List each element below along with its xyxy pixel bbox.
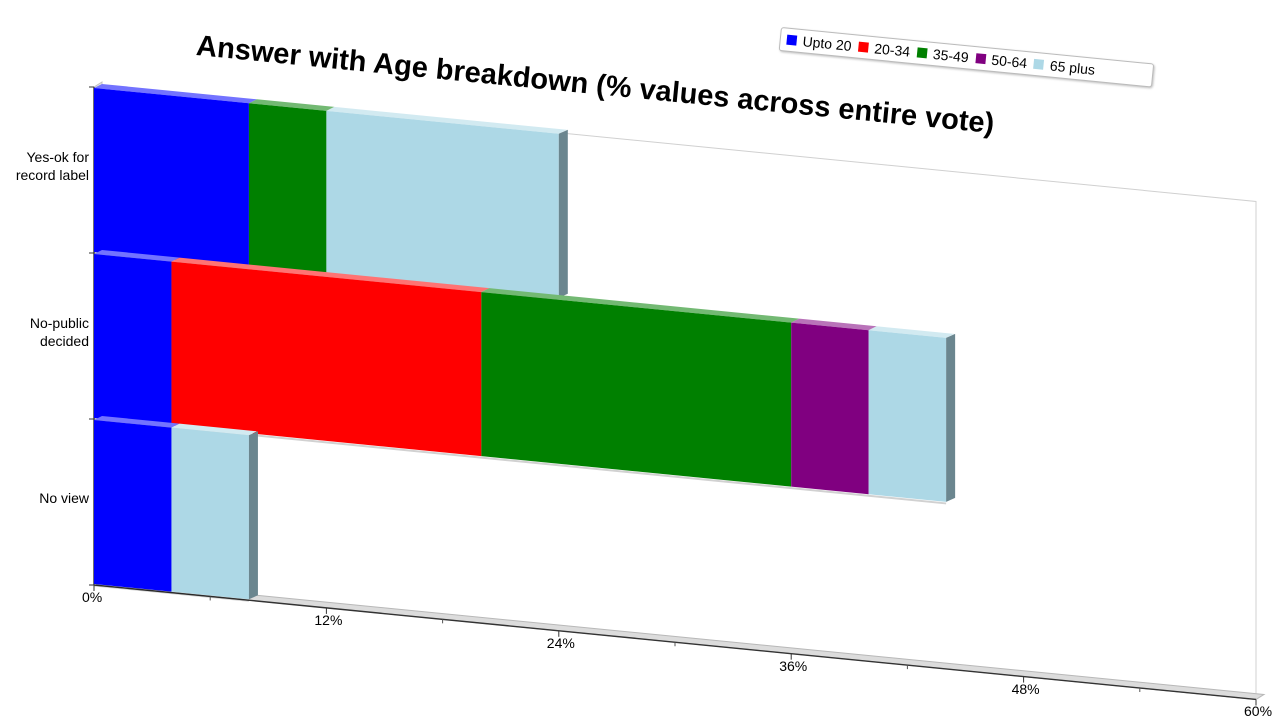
bar-65-plus-1 [326, 110, 559, 298]
bar-35-49-2 [481, 292, 792, 487]
legend-label: Upto 20 [801, 33, 853, 54]
bar-upto-20-2-top [94, 250, 180, 262]
legend-item: 35-49 [916, 44, 969, 65]
x-tick-label: 36% [779, 657, 808, 674]
bar-35-49-1 [248, 103, 327, 275]
legend-label: 65 plus [1049, 57, 1096, 78]
legend-label: 35-49 [932, 45, 970, 66]
bar-35-49-2-top [481, 288, 800, 323]
bar-20-34-2 [171, 261, 482, 457]
bar-35-49-1-top [248, 99, 335, 111]
bar-50-64-2 [791, 322, 869, 495]
x-tick-label: 60% [1244, 703, 1273, 720]
legend-label: 20-34 [873, 40, 911, 60]
category-label: Yes-ok for record label [15, 149, 89, 183]
legend-swatch [1033, 58, 1045, 70]
bar-65-plus-2-top [868, 326, 955, 338]
x-tick-label: 48% [1011, 680, 1040, 697]
bar-upto-20-2 [94, 254, 172, 426]
legend-item: 20-34 [858, 39, 911, 60]
category-label: No-public decided [29, 315, 89, 349]
legend-swatch [916, 47, 928, 59]
bar-65-plus-2 [868, 330, 947, 502]
bar-upto-20-3-top [94, 416, 180, 428]
category-label: No view [39, 490, 89, 506]
legend-swatch [786, 34, 798, 46]
bar-20-34-2-top [171, 257, 490, 293]
legend-swatch [858, 41, 869, 53]
legend-item: Upto 20 [786, 32, 852, 54]
bar-65-plus-3-top [171, 423, 257, 436]
x-tick-label: 24% [546, 634, 575, 651]
bar-65-plus-3 [171, 427, 249, 600]
bar-65-plus-1-top [326, 106, 567, 134]
bar-upto-20-3 [94, 420, 172, 592]
bar-upto-20-1 [94, 88, 249, 268]
bar-upto-20-1-top [94, 84, 257, 104]
x-tick-label: 0% [82, 589, 103, 605]
bar-50-64-2-top [791, 318, 877, 331]
legend-item: 65 plus [1033, 56, 1096, 78]
bar-end-side-2 [946, 333, 956, 502]
legend-swatch [975, 53, 987, 65]
legend-item: 50-64 [975, 50, 1028, 71]
x-tick-label: 12% [314, 611, 343, 628]
bar-shadow-3 [93, 584, 250, 602]
bar-end-side-3 [248, 431, 258, 600]
x-axis-floor [92, 579, 1266, 700]
bar-end-side-1 [558, 129, 568, 298]
legend-label: 50-64 [990, 51, 1028, 72]
